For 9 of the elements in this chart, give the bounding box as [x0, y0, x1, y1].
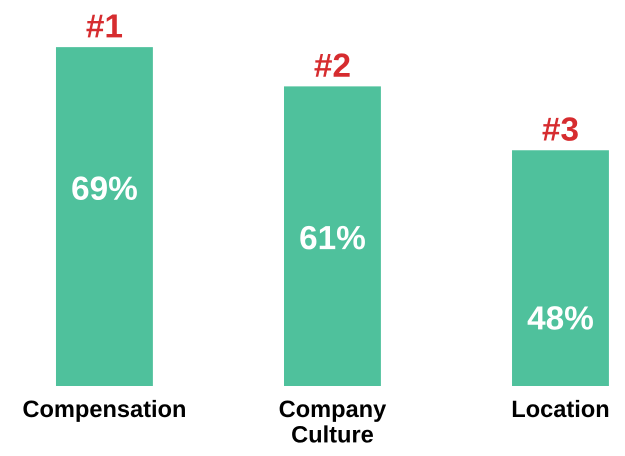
x-tick-label: Compensation — [23, 400, 185, 422]
data-label: 61% — [300, 226, 365, 250]
data-label: 69% — [72, 176, 137, 200]
data-label: 48% — [528, 306, 593, 330]
annotation: #1 — [86, 14, 122, 38]
annotation: #2 — [314, 53, 350, 77]
x-tick-label: Company Culture — [280, 400, 386, 443]
annotation: #3 — [542, 117, 578, 141]
x-tick-label: Location — [512, 400, 608, 418]
